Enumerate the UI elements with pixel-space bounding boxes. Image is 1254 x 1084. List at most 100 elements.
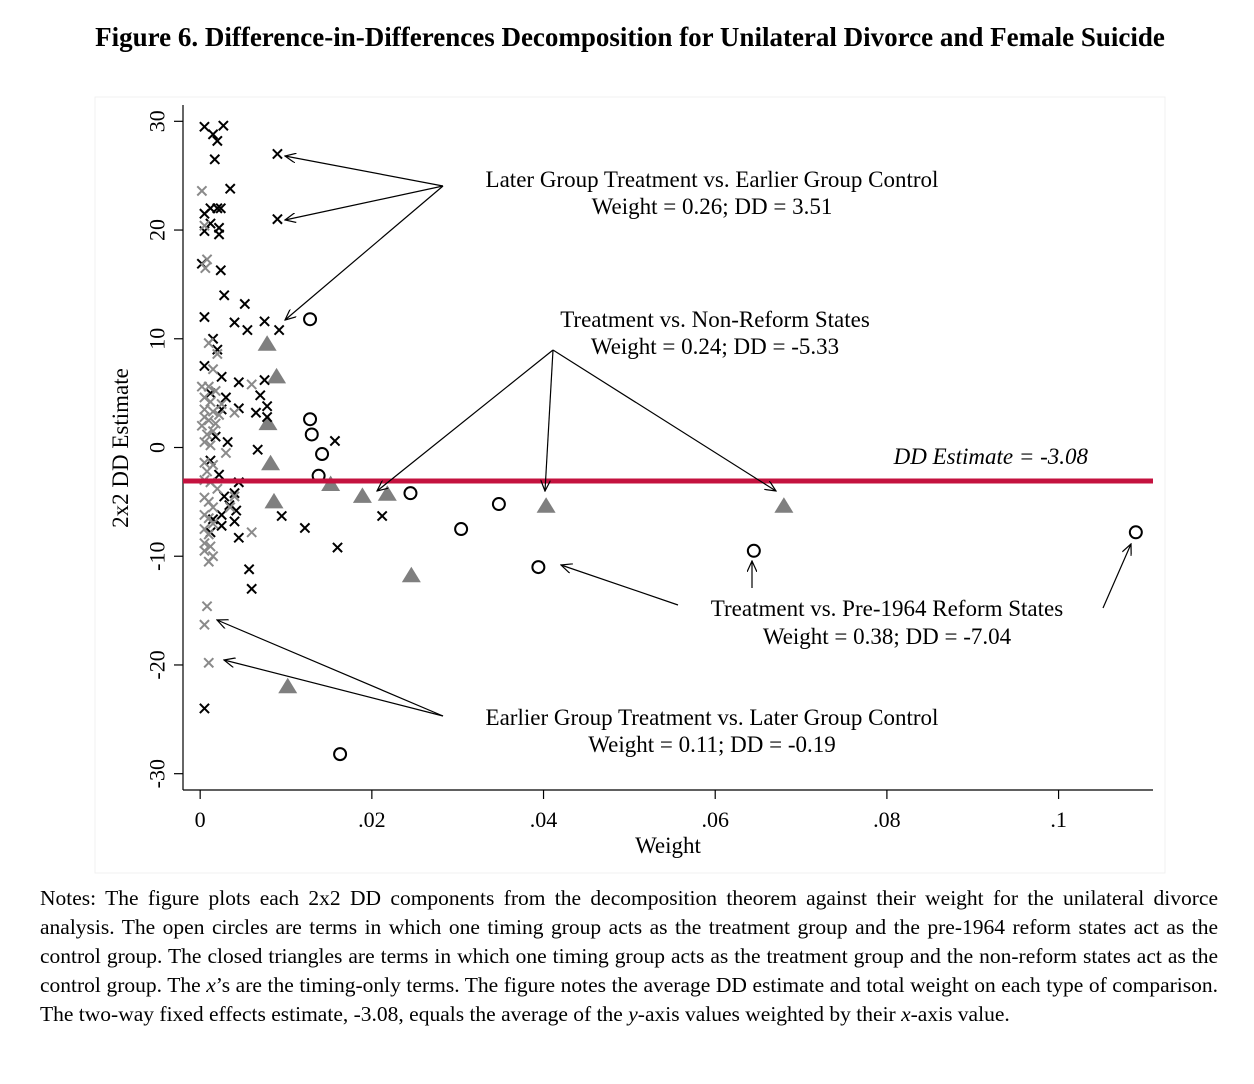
y-tick-label: 10 — [145, 328, 170, 350]
y-tick-label: -30 — [145, 759, 170, 788]
x-tick-label: .08 — [873, 807, 901, 832]
triangle-point — [377, 485, 397, 501]
x-point — [199, 121, 210, 133]
x-point — [230, 505, 242, 516]
annotation-arrows — [217, 156, 1131, 717]
x-point-gray — [212, 348, 223, 360]
x-tick-label: .02 — [358, 807, 386, 832]
annotation-line2: Weight = 0.38; DD = -7.04 — [763, 624, 1012, 649]
arrow — [285, 185, 444, 220]
x-point — [376, 510, 388, 522]
x-point — [210, 431, 221, 442]
annotation-treatment-vs-nonreform: Treatment vs. Non-Reform States Weight =… — [560, 307, 870, 359]
x-point-gray — [224, 501, 236, 513]
annotation-line2: Weight = 0.11; DD = -0.19 — [588, 732, 835, 757]
x-point — [216, 371, 227, 383]
x-point-gray — [229, 407, 240, 419]
x-point — [229, 487, 240, 499]
annotation-line2: Weight = 0.24; DD = -5.33 — [591, 334, 839, 359]
x-tick-label: .06 — [701, 807, 729, 832]
annotation-line1: Treatment vs. Non-Reform States — [560, 307, 870, 332]
x-point-gray — [246, 379, 257, 390]
x-point-gray — [196, 420, 208, 432]
x-point — [216, 520, 227, 532]
x-point — [332, 542, 343, 553]
x-point — [205, 218, 216, 229]
x-point — [272, 148, 283, 160]
circle-point — [304, 427, 319, 442]
x-point — [209, 154, 221, 165]
x-point-gray — [216, 398, 227, 410]
x-tick-label: .1 — [1050, 807, 1067, 832]
arrow — [217, 620, 444, 717]
arrow — [224, 660, 444, 717]
x-point — [246, 583, 257, 595]
x-point-gray — [229, 491, 240, 502]
y-tick-label: 30 — [145, 110, 170, 132]
x-point-gray — [205, 440, 216, 451]
x-point-gray — [201, 600, 213, 612]
x-point-gray — [203, 556, 215, 567]
x-point-gray — [205, 396, 216, 408]
triangle-point — [261, 454, 281, 471]
circle-point — [303, 312, 318, 327]
x-point — [213, 229, 225, 240]
x-point-gray — [212, 483, 223, 495]
x-point-gray — [200, 262, 211, 274]
x-point — [218, 120, 229, 131]
arrow — [285, 156, 444, 187]
x-point — [199, 208, 210, 220]
arrow — [561, 565, 679, 606]
x-axis-label: Weight — [635, 833, 701, 858]
circle-point — [403, 486, 418, 501]
x-point — [259, 374, 270, 386]
x-point-gray — [203, 337, 215, 349]
x-point-gray — [201, 429, 213, 440]
x-point-gray — [203, 529, 215, 540]
annotation-later-vs-earlier: Later Group Treatment vs. Earlier Group … — [486, 167, 939, 219]
x-point — [242, 324, 253, 336]
y-axis-label: 2x2 DD Estimate — [108, 368, 133, 528]
arrow — [545, 349, 554, 491]
triangle-point — [278, 677, 298, 694]
circle-point — [454, 522, 469, 537]
annotation-line2: Weight = 0.26; DD = 3.51 — [592, 194, 833, 219]
x-point-gray — [196, 185, 208, 197]
x-point-gray — [199, 404, 210, 415]
x-ticks: 0 .02 .04 .06 .08 .1 — [195, 790, 1067, 832]
x-point — [259, 316, 270, 327]
x-point — [199, 360, 210, 372]
annotation-line1: Treatment vs. Pre-1964 Reform States — [711, 596, 1063, 621]
triangle-point — [267, 367, 287, 384]
x-point-gray — [246, 527, 257, 538]
circle-point — [333, 747, 348, 762]
x-point — [218, 289, 230, 301]
x-point — [213, 469, 225, 480]
x-point — [329, 435, 341, 447]
x-point-gray — [203, 657, 215, 669]
x-point — [212, 135, 223, 147]
x-point — [250, 407, 262, 419]
x-point — [222, 436, 233, 448]
y-tick-label: -20 — [145, 650, 170, 679]
x-point — [243, 563, 255, 575]
plot-region-border — [94, 96, 1166, 874]
x-tick-label: .04 — [530, 807, 558, 832]
y-ticks: -30 -20 -10 0 10 20 30 — [145, 110, 183, 788]
y-tick-label: 0 — [145, 442, 170, 453]
figure-notes: Notes: The figure plots each 2x2 DD comp… — [40, 886, 1218, 1026]
annotation-treatment-vs-pre1964: Treatment vs. Pre-1964 Reform States Wei… — [711, 596, 1063, 649]
x-point-gray — [203, 415, 215, 426]
x-point — [272, 213, 283, 225]
x-point — [224, 183, 236, 195]
x-point — [229, 317, 240, 328]
x-point-gray — [199, 436, 210, 448]
arrow — [552, 349, 776, 491]
x-point-gray — [199, 619, 210, 631]
x-point — [199, 703, 210, 714]
circle-point — [491, 497, 506, 512]
x-point — [252, 444, 263, 455]
x-point — [239, 298, 251, 310]
x-point — [229, 516, 240, 527]
triangle-point — [536, 497, 556, 513]
